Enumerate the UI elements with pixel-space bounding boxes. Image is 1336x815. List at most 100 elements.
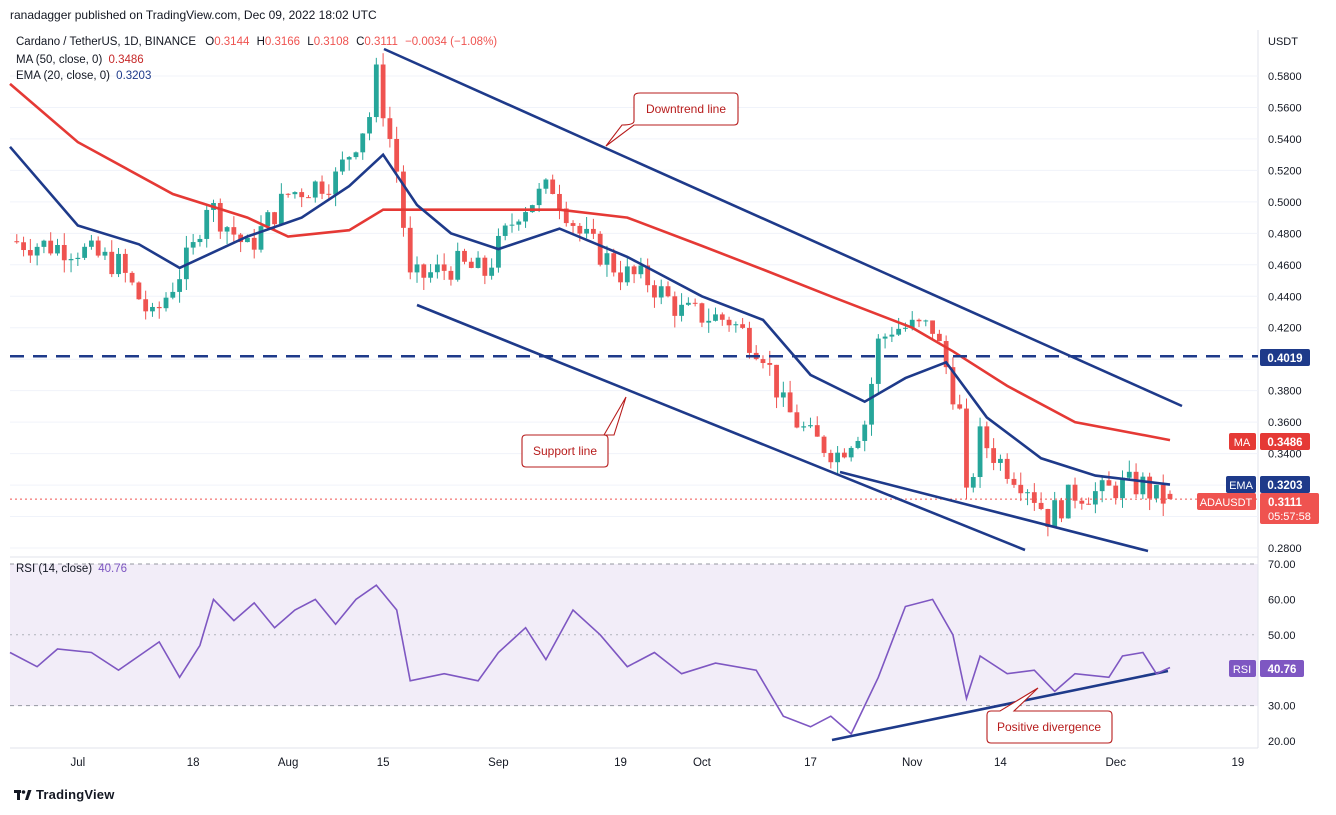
rsi-line <box>9 584 1171 736</box>
candle-body <box>401 171 406 228</box>
support-callout: Support line <box>521 396 627 468</box>
candle-body <box>387 118 393 139</box>
candle-body <box>1052 500 1058 527</box>
candle-body <box>835 452 841 463</box>
ema-legend-label: EMA (20, close, 0) <box>16 70 110 82</box>
candle-body <box>638 265 644 275</box>
candle-body <box>889 334 895 337</box>
candle-body <box>699 303 705 323</box>
candle-body <box>1099 480 1105 492</box>
rsi-tick-label: 30.00 <box>1268 701 1296 713</box>
candle-body <box>333 171 339 195</box>
candle-body <box>170 291 176 298</box>
support-label: Support line <box>533 444 597 458</box>
candle-body <box>502 225 508 236</box>
currency-label: USDT <box>1268 36 1298 48</box>
last-price-badge: ADAUSDT 0.3111 05:57:58 <box>1197 493 1319 524</box>
candle-body <box>326 193 332 195</box>
candle-body <box>143 299 149 312</box>
open-label: O <box>205 36 215 48</box>
candle-body <box>299 192 305 198</box>
candle-body <box>869 383 874 425</box>
rsi-tick-label: 50.00 <box>1268 630 1296 642</box>
candle-body <box>611 253 617 273</box>
candle-body <box>231 227 237 235</box>
candle-body <box>82 246 88 258</box>
ema20-line <box>9 145 1171 486</box>
candle-body <box>455 250 461 280</box>
price-tick-label: 0.3400 <box>1268 449 1302 461</box>
last-price-value: 0.3111 <box>1268 497 1303 509</box>
time-tick-label: 17 <box>804 757 817 769</box>
rsi-tick-label: 20.00 <box>1268 736 1296 748</box>
candle-body <box>679 304 684 316</box>
ma-badge-tag: MA <box>1234 437 1251 449</box>
candle-body <box>434 264 440 273</box>
candle-body <box>740 324 746 328</box>
candle-body <box>550 179 556 194</box>
candle-body <box>489 267 495 276</box>
candle-body <box>190 242 196 248</box>
candle-body <box>204 209 210 239</box>
candle-body <box>814 425 820 437</box>
candle-body <box>1031 492 1037 503</box>
candle-body <box>916 319 922 322</box>
time-tick-label: Dec <box>1106 757 1127 769</box>
support-line-lower <box>839 470 1149 553</box>
time-tick-label: 14 <box>994 757 1007 769</box>
candle-body <box>27 250 33 256</box>
candle-body <box>163 297 169 309</box>
footer-brand[interactable]: TradingView <box>14 787 115 802</box>
candle-body <box>923 320 929 322</box>
candle-body <box>848 447 854 458</box>
candle-body <box>75 257 81 260</box>
ema-badge: EMA 0.3203 <box>1226 476 1310 493</box>
candle-body <box>930 320 935 334</box>
rsi-legend-label: RSI (14, close) <box>16 563 93 575</box>
low-label: L <box>307 36 314 48</box>
candle-body <box>713 314 718 321</box>
time-axis-ticks: Jul 18 Aug 15 Sep 19 Oct 17 Nov 14 Dec 19 <box>70 757 1244 769</box>
brand-name: TradingView <box>36 787 115 802</box>
candle-body <box>557 193 562 209</box>
downtrend-line <box>383 47 1183 408</box>
candle-body <box>984 426 990 449</box>
candle-body <box>448 270 454 280</box>
candle-body <box>95 240 101 256</box>
candle-body <box>726 319 732 326</box>
ma-legend-label: MA (50, close, 0) <box>16 54 103 66</box>
downtrend-label: Downtrend line <box>646 102 726 116</box>
ema-legend-value: 0.3203 <box>116 70 152 82</box>
price-tick-label: 0.4800 <box>1268 228 1302 240</box>
candle-body <box>319 181 325 194</box>
candle-body <box>706 320 712 323</box>
candle-body <box>991 448 997 463</box>
candle-body <box>882 336 888 339</box>
candle-body <box>61 244 67 261</box>
symbol-name: Cardano / TetherUS, 1D, BINANCE <box>16 36 197 48</box>
candle-body <box>1160 484 1166 504</box>
candle-body <box>367 117 372 134</box>
candle-body <box>150 306 155 312</box>
symbol-legend[interactable]: Cardano / TetherUS, 1D, BINANCE O0.3144 … <box>16 36 497 48</box>
candle-body <box>380 64 386 119</box>
ma-legend[interactable]: MA (50, close, 0) 0.3486 <box>16 54 144 66</box>
rsi-legend[interactable]: RSI (14, close) 40.76 <box>16 563 127 575</box>
candle-body <box>116 253 121 275</box>
candle-body <box>217 203 223 232</box>
candle-body <box>441 264 447 271</box>
level-badge: 0.4019 <box>1260 349 1310 366</box>
price-grid <box>10 75 1258 549</box>
countdown-value: 05:57:58 <box>1268 511 1311 523</box>
candle-body <box>652 285 657 298</box>
candle-body <box>1113 485 1119 499</box>
ema-legend[interactable]: EMA (20, close, 0) 0.3203 <box>16 70 151 82</box>
candle-body <box>496 235 501 268</box>
change-value: −0.0034 (−1.08%) <box>405 36 498 48</box>
candle-body <box>624 266 630 283</box>
candle-body <box>570 223 576 226</box>
candle-body <box>1092 491 1098 505</box>
candle-body <box>767 362 773 365</box>
